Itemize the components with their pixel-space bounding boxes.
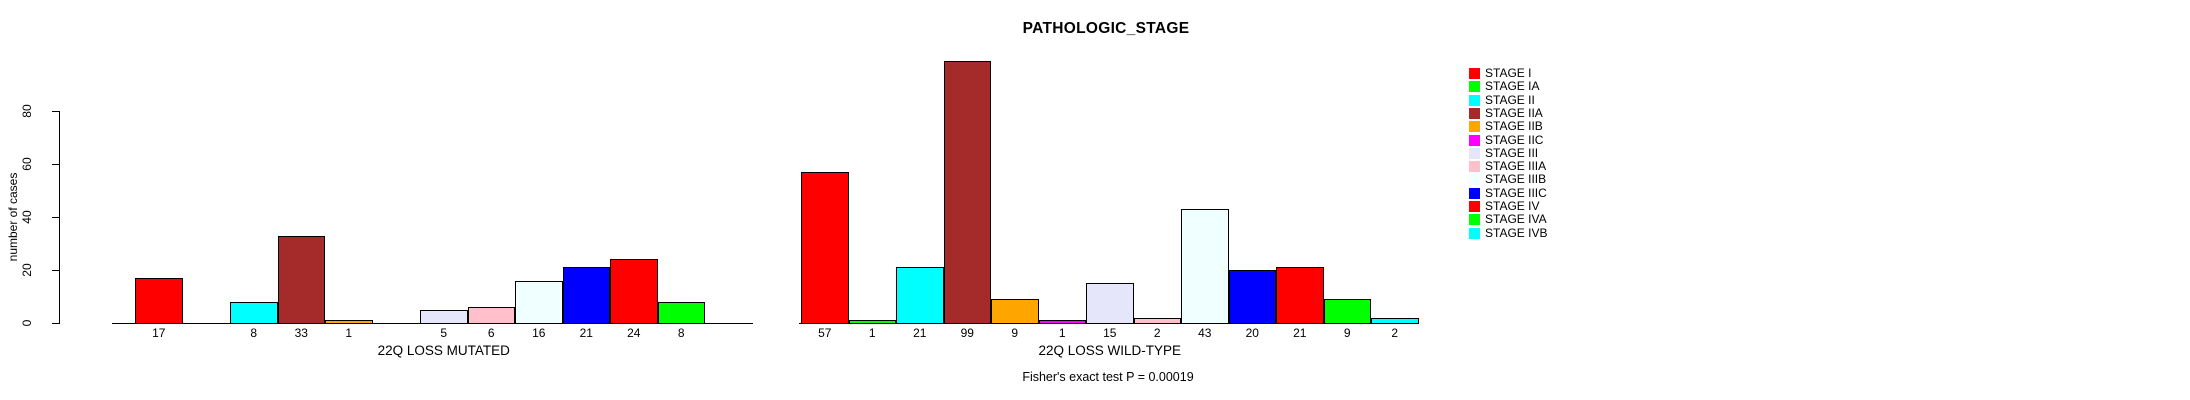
bar [896,267,944,324]
bar-value-label: 1 [345,326,353,340]
bar [1133,318,1181,324]
bar [325,320,373,324]
bar [1181,209,1229,324]
bar [1323,299,1371,324]
y-axis-tick [52,270,59,271]
bar-value-label: 21 [579,326,593,340]
bar [991,299,1039,324]
bar-value-label: 1 [868,326,876,340]
legend-label: STAGE II [1485,92,1535,107]
legend-swatch [1469,134,1480,146]
y-axis-tick-label: 40 [20,210,34,224]
bar-value-label: 99 [960,326,974,340]
bar-value-label: 6 [487,326,495,340]
legend-label: STAGE IIIB [1485,172,1547,187]
legend-label: STAGE IIIA [1485,159,1547,174]
bar-value-label: 9 [1011,326,1019,340]
bar-value-label: 21 [913,326,927,340]
x-axis-group-label: 22Q LOSS WILD-TYPE [1038,343,1182,358]
legend-swatch [1469,161,1480,173]
bar-value-label: 8 [250,326,258,340]
bar [848,320,896,324]
legend-label: STAGE IVA [1485,212,1547,227]
y-axis-line [59,111,60,324]
bar [1228,270,1276,324]
legend-swatch [1469,227,1480,239]
legend-swatch [1469,107,1480,119]
bar-value-label: 15 [1103,326,1117,340]
legend-label: STAGE IIA [1485,105,1543,120]
y-axis-tick-label: 60 [20,157,34,171]
bar-value-label: 57 [818,326,832,340]
bar [1276,267,1324,324]
bar [515,281,563,324]
bar [1086,283,1134,324]
y-axis-tick-label: 0 [20,319,34,327]
bar-value-label: 2 [1391,326,1399,340]
legend-swatch [1469,187,1480,199]
bar [610,259,658,324]
bar-value-label: 1 [1058,326,1066,340]
bar-value-label: 33 [294,326,308,340]
y-axis-tick-label: 80 [20,104,34,118]
bar-value-label: 43 [1198,326,1212,340]
bar [943,61,991,324]
bar [1038,320,1086,324]
bar-value-label: 8 [677,326,685,340]
legend-swatch [1469,174,1480,186]
legend-label: STAGE IA [1485,79,1540,94]
legend-label: STAGE IV [1485,199,1540,213]
x-axis-group-label: 22Q LOSS MUTATED [377,343,510,358]
bar [230,302,278,324]
bar-value-label: 2 [1153,326,1161,340]
legend-label: STAGE IVB [1485,225,1548,240]
y-axis-tick [52,111,59,112]
y-axis-label: number of cases [6,172,20,262]
legend-swatch [1469,201,1480,212]
bar-value-label: 16 [532,326,546,340]
y-axis-tick [52,323,59,324]
legend-swatch [1469,81,1480,93]
bar [801,172,849,324]
y-axis-tick [52,164,59,165]
bar-value-label: 9 [1343,326,1351,340]
legend-label: STAGE III [1485,145,1539,160]
bar-value-label: 21 [1293,326,1307,340]
bar [657,302,705,324]
bar-value-label: 24 [627,326,641,340]
legend-swatch [1469,214,1480,226]
bar-value-label: 20 [1245,326,1259,340]
legend-swatch [1469,94,1480,106]
bar [420,310,468,324]
legend-swatch [1469,68,1480,79]
legend-label: STAGE IIC [1485,132,1544,147]
y-axis-tick [52,217,59,218]
bar-value-label: 17 [152,326,166,340]
legend-label: STAGE I [1485,66,1532,80]
bar [135,278,183,324]
legend-label: STAGE IIB [1485,119,1543,134]
chart-title: PATHOLOGIC_STAGE [1022,20,1190,37]
bar-value-label: 5 [440,326,448,340]
y-axis-tick-label: 20 [20,263,34,277]
bar [467,307,515,324]
bar [277,236,325,324]
fisher-test-annotation: Fisher's exact test P = 0.00019 [1022,370,1194,384]
bar [562,267,610,324]
legend-label: STAGE IIIC [1485,185,1547,200]
legend-swatch [1469,147,1480,159]
bar [1371,318,1419,324]
legend-swatch [1469,121,1480,133]
